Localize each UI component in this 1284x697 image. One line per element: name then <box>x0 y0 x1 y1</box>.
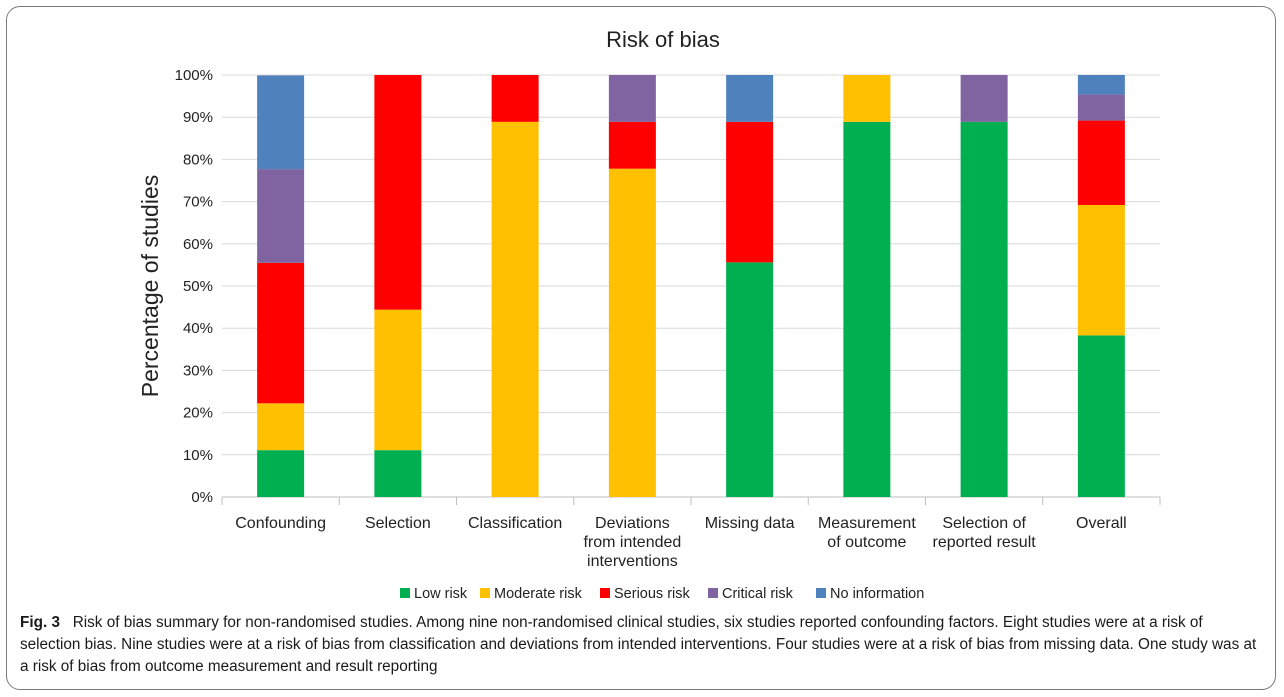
y-tick-label: 70% <box>183 194 213 211</box>
bar-segment-moderate-risk <box>491 121 539 497</box>
bar-segment-critical-risk <box>257 169 305 263</box>
legend-swatch <box>480 588 490 598</box>
x-tick-label: Confounding <box>235 515 326 532</box>
legend-swatch <box>400 588 410 598</box>
bar-segment-critical-risk <box>960 75 1008 122</box>
y-tick-label: 90% <box>183 109 213 126</box>
bar-segment-serious-risk <box>608 121 656 169</box>
bar-segment-moderate-risk <box>843 75 891 122</box>
bar-segment-serious-risk <box>726 121 774 263</box>
bar-segment-serious-risk <box>491 75 539 122</box>
y-tick-label: 80% <box>183 151 213 168</box>
bar-segment-moderate-risk <box>257 403 305 451</box>
y-axis-label: Percentage of studies <box>137 175 163 397</box>
y-tick-label: 10% <box>183 447 213 464</box>
y-tick-label: 100% <box>175 67 213 84</box>
legend-label: Serious risk <box>614 586 690 600</box>
legend-label: Critical risk <box>722 586 794 600</box>
x-tick-label: Selection of reported result <box>933 515 1037 551</box>
bar-segment-critical-risk <box>608 75 656 122</box>
legend-swatch <box>708 588 718 598</box>
legend-label: No information <box>830 586 924 600</box>
chart-title: Risk of bias <box>606 27 720 52</box>
y-tick-label: 50% <box>183 278 213 295</box>
bar-segment-low-risk <box>374 450 422 497</box>
x-tick-label: Measurement of outcome <box>818 515 916 551</box>
x-tick-label: Missing data <box>705 515 795 532</box>
bar-segment-serious-risk <box>257 262 305 404</box>
stacked-bar-chart: Risk of bias 0% 10% 20% 30% 40% 50% 60% 70% 80% 90… <box>137 27 1161 600</box>
bar-segment-no-information <box>257 75 305 170</box>
y-tick-label: 20% <box>183 405 213 422</box>
legend-swatch <box>816 588 826 598</box>
bar-segment-low-risk <box>726 262 774 497</box>
bar-segment-low-risk <box>1077 335 1125 497</box>
legend-label: Low risk <box>414 586 468 600</box>
bar-segment-low-risk <box>843 121 891 497</box>
y-tick-label: 40% <box>183 320 213 337</box>
bar-segment-low-risk <box>257 450 305 497</box>
legend-swatch <box>600 588 610 598</box>
y-tick-label: 0% <box>191 489 213 506</box>
caption-label: Fig. 3 <box>20 614 60 631</box>
y-tick-label: 30% <box>183 362 213 379</box>
bar-segment-moderate-risk <box>374 309 422 451</box>
bar-segment-moderate-risk <box>1077 204 1125 336</box>
bar-segment-serious-risk <box>374 75 422 310</box>
figure-caption: Fig. 3 Risk of bias summary for non-rand… <box>20 612 1265 678</box>
bar-segment-low-risk <box>960 121 1008 497</box>
bar-segment-critical-risk <box>1077 94 1125 121</box>
y-tick-label: 60% <box>183 236 213 253</box>
x-tick-label: Deviations from intended interventions <box>583 515 681 570</box>
bar-segment-serious-risk <box>1077 120 1125 205</box>
bar-segment-no-information <box>1077 75 1125 95</box>
bar-segment-no-information <box>726 75 774 122</box>
x-tick-label: Selection <box>365 515 431 532</box>
legend-label: Moderate risk <box>494 586 583 600</box>
caption-text: Risk of bias summary for non-randomised … <box>20 614 1257 675</box>
x-tick-label: Classification <box>468 515 562 532</box>
bar-segment-moderate-risk <box>608 168 656 497</box>
x-tick-label: Overall <box>1076 515 1127 532</box>
